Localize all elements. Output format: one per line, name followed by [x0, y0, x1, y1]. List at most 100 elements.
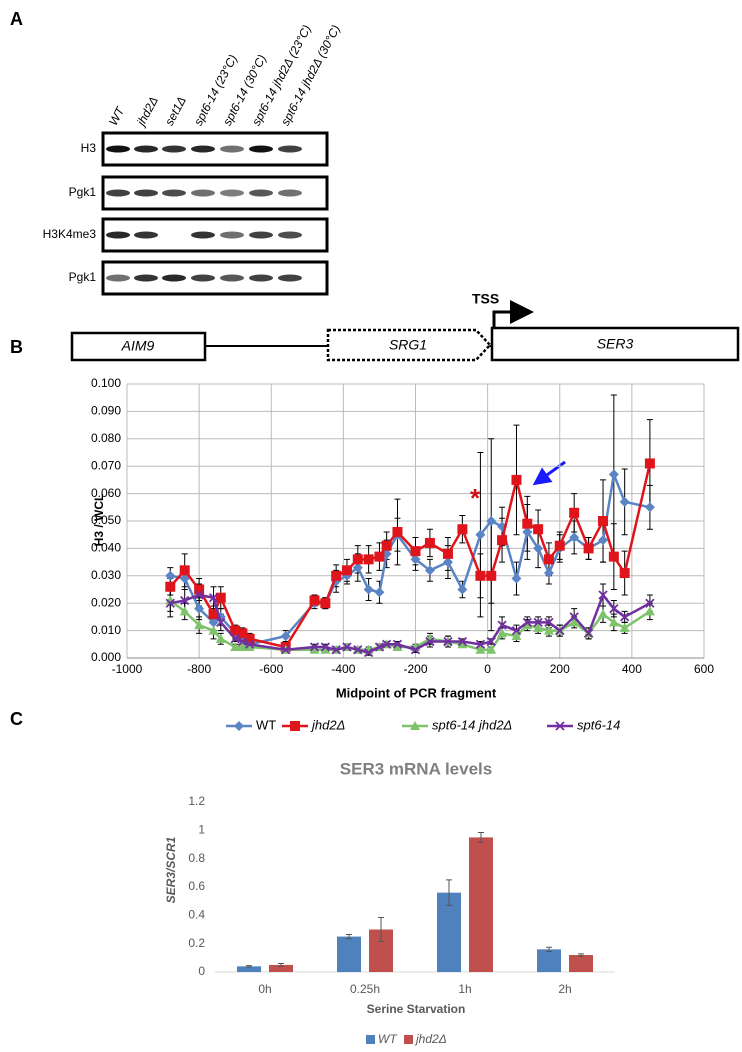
marker [457, 524, 468, 535]
gene-box [70, 331, 207, 362]
y-axis-title: SER3/SCR1 [164, 836, 178, 903]
marker [522, 620, 533, 630]
y-tick-label: 0.8 [188, 851, 205, 865]
x-tick-label: 2h [558, 982, 571, 996]
marker [619, 622, 630, 632]
marker [511, 625, 522, 636]
y-tick-label: 0.030 [91, 568, 121, 582]
marker [342, 642, 352, 652]
marker [598, 535, 609, 546]
marker [341, 565, 352, 576]
marker [486, 644, 497, 654]
marker [410, 554, 421, 565]
band [134, 274, 158, 282]
x-tick-label: 0.25h [350, 982, 380, 996]
gene-label: SRG1 [389, 337, 427, 353]
row-label: Pgk1 [69, 185, 97, 199]
legend-swatch [366, 1035, 375, 1044]
x-axis-title: Serine Starvation [367, 1002, 466, 1016]
marker [234, 721, 244, 731]
marker [475, 644, 486, 654]
marker [569, 507, 580, 518]
tss-label: TSS [472, 291, 499, 307]
marker [331, 570, 342, 581]
marker [244, 639, 255, 649]
bar [469, 837, 493, 972]
y-tick-label: 0.020 [91, 595, 121, 609]
marker [554, 540, 565, 551]
arrow [532, 460, 566, 486]
marker [475, 639, 486, 649]
marker [309, 595, 320, 606]
error-bar [346, 933, 352, 940]
band [220, 145, 244, 153]
marker [424, 565, 435, 576]
marker [619, 568, 630, 579]
band [162, 274, 186, 282]
marker [511, 474, 522, 485]
marker [194, 590, 204, 600]
marker [555, 625, 565, 636]
marker [165, 598, 175, 608]
y-tick-label: 0.2 [188, 936, 205, 950]
series-line [170, 469, 651, 646]
y-tick-label: 0.040 [91, 541, 121, 555]
x-tick-label: -600 [259, 662, 283, 676]
marker [569, 612, 579, 622]
bar [537, 949, 561, 972]
marker [598, 516, 609, 526]
band [162, 145, 186, 153]
y-tick-label: 1.2 [188, 794, 205, 808]
panel-label: B [10, 337, 23, 357]
gene-box [490, 326, 740, 362]
marker [353, 645, 363, 655]
marker [569, 617, 580, 627]
y-tick-label: 0.000 [91, 650, 121, 664]
marker [442, 557, 453, 568]
band [278, 231, 302, 239]
error-bar [278, 963, 284, 967]
marker [208, 617, 219, 628]
marker [442, 548, 453, 559]
gene-box [326, 328, 492, 362]
marker [208, 593, 219, 603]
y-tick-label: 0.6 [188, 879, 205, 893]
bar [337, 936, 361, 972]
marker [522, 617, 532, 628]
marker [320, 644, 331, 654]
marker [644, 502, 655, 513]
band [249, 231, 273, 239]
y-tick-label: 0.010 [91, 623, 121, 637]
marker [497, 628, 508, 638]
marker [179, 573, 190, 584]
y-tick-label: 0 [198, 964, 205, 978]
annotation: * [470, 483, 481, 513]
y-tick-label: 0.060 [91, 486, 121, 500]
band [191, 274, 215, 282]
marker [645, 598, 655, 608]
bar [569, 955, 593, 972]
panel-label: C [10, 709, 23, 729]
marker [522, 526, 533, 537]
marker [215, 633, 226, 643]
band [249, 274, 273, 282]
band [220, 189, 244, 197]
marker [608, 617, 619, 627]
marker [583, 628, 594, 638]
band [106, 231, 130, 239]
marker [280, 631, 291, 642]
bar [237, 966, 261, 972]
marker [374, 642, 385, 652]
marker [208, 625, 219, 635]
marker [165, 581, 176, 592]
marker [410, 645, 421, 655]
marker [608, 469, 619, 480]
marker [475, 529, 486, 540]
marker [320, 642, 330, 652]
marker [363, 584, 374, 595]
marker [230, 625, 241, 636]
marker [598, 609, 609, 619]
marker [179, 606, 190, 616]
band [220, 274, 244, 282]
